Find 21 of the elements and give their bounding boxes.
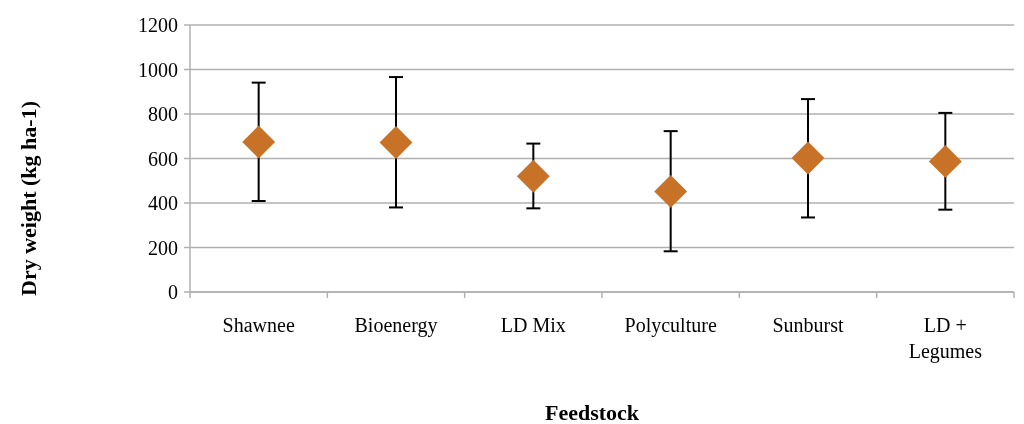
y-tick-label: 1000 (138, 58, 178, 81)
y-tick-label: 0 (168, 281, 178, 303)
y-tick-label: 600 (148, 147, 178, 170)
x-tick-label: Bioenergy (354, 314, 438, 337)
y-tick-label: 800 (148, 103, 178, 125)
y-tick-label: 200 (148, 236, 178, 259)
point (242, 125, 276, 159)
point (379, 126, 413, 159)
point (654, 175, 688, 208)
y-tick-label: 1200 (138, 14, 178, 36)
y-tick-label: 400 (148, 192, 178, 214)
x-tick-label: LD + Legumes (908, 314, 983, 363)
x-tick-label: LD Mix (500, 314, 566, 336)
point (928, 144, 962, 178)
x-axis-title: Feedstock (544, 400, 640, 424)
y-axis-title: Dry weight (kg ha-1) (16, 101, 41, 296)
x-tick-label: Sunburst (772, 314, 844, 336)
point (791, 141, 825, 175)
point (516, 159, 550, 193)
x-tick-label: Shawnee (222, 314, 295, 336)
x-tick-label: Polyculture (624, 314, 717, 337)
